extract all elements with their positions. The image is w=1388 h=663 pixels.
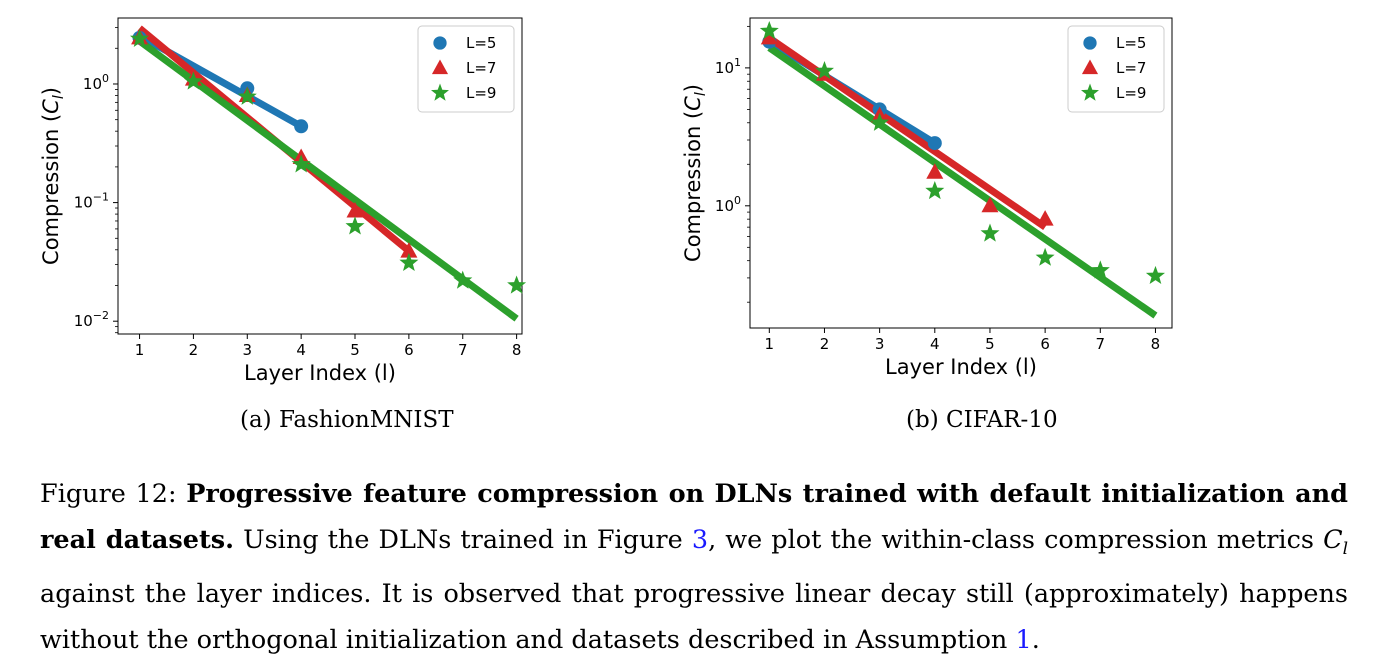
caption-text-1: Using the DLNs trained in Figure <box>234 524 692 555</box>
data-point-l9 <box>345 216 365 235</box>
caption-text-4: . <box>1031 624 1040 655</box>
caption-math-sub: l <box>1342 538 1349 559</box>
data-point-l9 <box>130 28 150 47</box>
data-point-l9 <box>1090 260 1110 279</box>
caption-text-2: , we plot the within-class compression m… <box>708 524 1324 555</box>
x-tick-label: 8 <box>512 341 522 359</box>
x-tick-label: 4 <box>296 341 306 359</box>
x-tick-label: 3 <box>243 341 253 359</box>
data-point-l7 <box>1036 210 1054 226</box>
legend-label: L=9 <box>1116 84 1146 102</box>
fit-line-l7 <box>767 35 1048 231</box>
data-point-l9 <box>1145 265 1165 284</box>
chart-fashionmnist: 1 2 3 4 5 6 7 8 100 10−1 10−2 Layer Index (l) Compre… <box>39 17 527 385</box>
fit-line-l9 <box>767 44 1158 319</box>
x-tick-label: 1 <box>765 335 775 353</box>
data-point-l7 <box>981 196 999 213</box>
data-point-l9 <box>759 21 779 40</box>
x-axis-label: Layer Index (l) <box>885 355 1037 379</box>
x-tick-label: 3 <box>875 335 885 353</box>
data-point-l7 <box>760 28 778 45</box>
data-point-l9 <box>815 61 834 79</box>
x-axis-label: Layer Index (l) <box>244 361 396 385</box>
data-point-l9 <box>453 270 473 289</box>
y-tick-label: 10−2 <box>74 309 109 330</box>
legend-label: L=9 <box>466 84 496 102</box>
x-tick-label: 7 <box>458 341 468 359</box>
x-tick-label: 2 <box>189 341 199 359</box>
y-tick-label: 10−1 <box>74 191 109 212</box>
legend-marker <box>1081 83 1099 101</box>
legend-label: L=7 <box>466 59 496 77</box>
y-tick-label: 100 <box>715 194 741 215</box>
x-tick-label: 6 <box>1040 335 1050 353</box>
figure-caption: Figure 12: Progressive feature compressi… <box>40 472 1348 663</box>
data-point-l9 <box>980 223 1000 242</box>
caption-title: Progressive feature compression on DLNs … <box>40 479 1348 555</box>
data-point-l7 <box>346 201 364 218</box>
legend-marker <box>1081 59 1099 75</box>
figure-ref-link[interactable]: 3 <box>691 524 709 555</box>
x-tick-label: 2 <box>820 335 830 353</box>
legend-marker <box>433 36 447 50</box>
data-point-l9 <box>507 275 527 294</box>
assumption-ref-link[interactable]: 1 <box>1015 624 1032 655</box>
y-tick-label: 101 <box>715 56 741 77</box>
y-axis-label: Compression (Cl) <box>681 84 709 262</box>
x-tick-label: 5 <box>985 335 995 353</box>
data-point-l9 <box>925 181 945 200</box>
caption-label: Figure 12: <box>40 479 187 509</box>
data-point-l9 <box>399 252 419 271</box>
data-point-l9 <box>1035 247 1055 266</box>
x-tick-label: 4 <box>930 335 940 353</box>
caption-math-c: C <box>1323 524 1343 555</box>
fit-line-l9 <box>137 38 519 322</box>
subcaption-fashionmnist: (a) FashionMNIST <box>240 407 454 433</box>
legend-marker <box>1083 36 1097 50</box>
y-tick-label: 100 <box>83 72 109 93</box>
data-point-l9 <box>870 112 890 131</box>
data-point-l5 <box>294 119 309 134</box>
subcaption-cifar10: (b) CIFAR-10 <box>906 407 1058 433</box>
data-point-l9 <box>291 154 311 173</box>
plot-area <box>767 35 1158 319</box>
data-point-l5 <box>927 136 942 151</box>
legend-marker <box>431 59 449 75</box>
x-tick-label: 7 <box>1096 335 1106 353</box>
legend-label: L=7 <box>1116 59 1146 77</box>
plot-frame <box>117 17 523 335</box>
legend-label: L=5 <box>1116 34 1146 52</box>
plot-area <box>137 25 519 322</box>
chart-cifar10: 1 2 3 4 5 6 7 8 101 100 Layer Index (l) Compression… <box>681 17 1173 379</box>
legend-label: L=5 <box>466 34 496 52</box>
caption-text-3: against the layer indices. It is observe… <box>40 579 1348 655</box>
data-point-l9 <box>183 71 203 90</box>
x-tick-label: 6 <box>404 341 414 359</box>
legend-marker <box>431 83 449 101</box>
data-point-l9 <box>237 86 257 105</box>
x-tick-label: 8 <box>1151 335 1161 353</box>
y-axis-label: Compression (Cl) <box>39 87 67 265</box>
data-point-l7 <box>400 242 418 258</box>
x-tick-label: 5 <box>350 341 360 359</box>
x-tick-label: 1 <box>135 341 145 359</box>
data-point-l7 <box>926 163 944 179</box>
plot-frame <box>749 17 1173 329</box>
